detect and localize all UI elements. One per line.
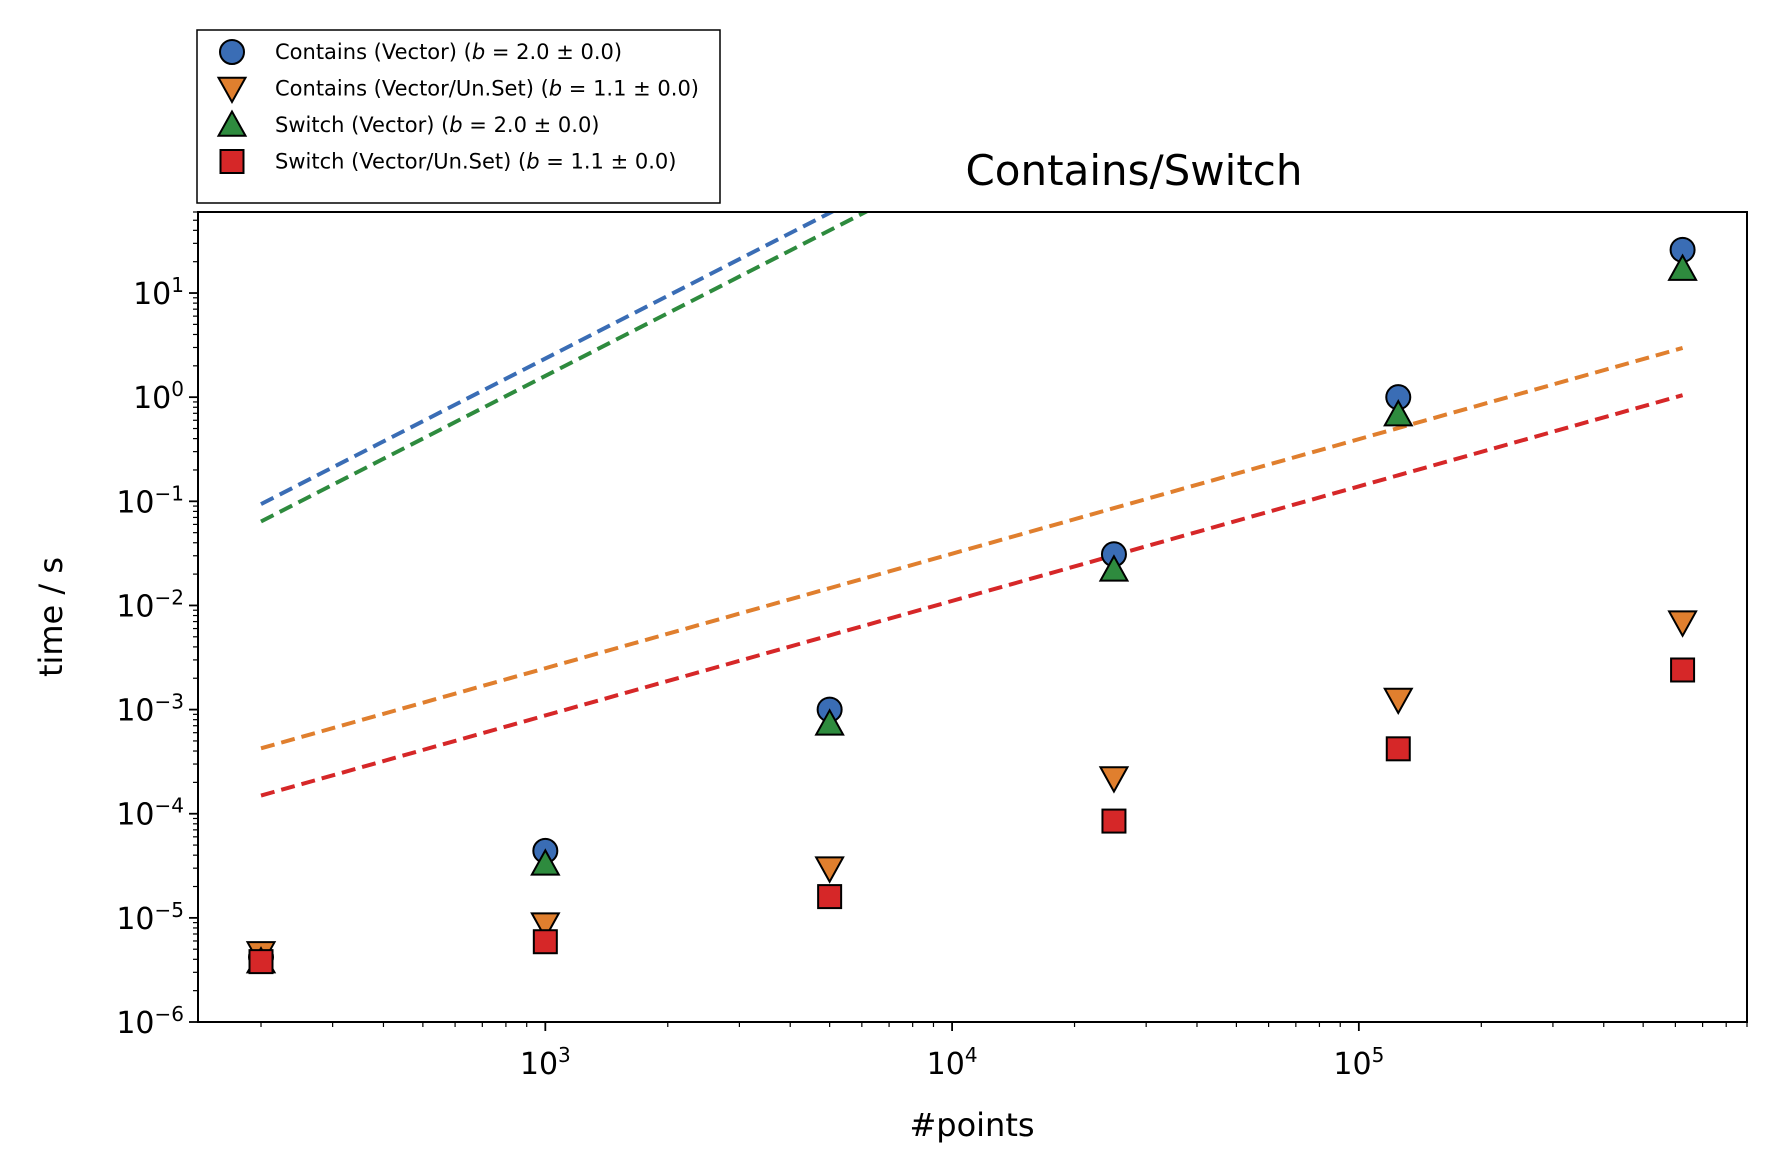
data-point-series-2 [1667, 610, 1698, 638]
legend-label-4: Switch (Vector/Un.Set) (b = 1.1 ± 0.0) [275, 150, 676, 174]
data-point-series-3 [814, 708, 845, 736]
data-point-series-4 [817, 884, 843, 910]
x-axis-label: #points [909, 1106, 1034, 1144]
data-point-series-3 [530, 848, 561, 876]
data-point-series-2 [1098, 766, 1130, 794]
fit-line-series-4 [260, 393, 1684, 798]
x-tick-label: 105 [1333, 1043, 1384, 1082]
data-markers [245, 236, 1698, 975]
legend-marker-1 [219, 39, 245, 65]
y-tick-label: 101 [133, 273, 184, 312]
data-point-series-2 [1383, 687, 1414, 716]
y-tick-label: 10−6 [116, 1002, 184, 1041]
data-point-series-3 [1383, 399, 1414, 427]
y-tick-label: 10−4 [116, 794, 184, 833]
x-tick-label: 103 [520, 1043, 571, 1082]
y-tick-label: 100 [133, 377, 184, 416]
fit-lines [260, 212, 1684, 798]
y-axis: 101 100 10−1 10−2 10−3 10−4 10−5 10−6 [116, 211, 198, 1041]
data-point-series-4 [532, 929, 558, 955]
x-axis: 103 104 105 [260, 1022, 1748, 1082]
y-tick-label: 10−2 [116, 585, 184, 624]
x-tick-label: 104 [927, 1043, 978, 1082]
plot-frame [197, 211, 1748, 1023]
data-point-series-3 [1667, 253, 1698, 281]
legend-frame [196, 29, 721, 204]
legend: Contains (Vector) (b = 2.0 ± 0.0) Contain… [196, 29, 721, 204]
legend-marker-3 [216, 109, 248, 137]
data-point-series-3 [1098, 554, 1130, 582]
data-point-series-4 [1670, 657, 1696, 683]
y-tick-label: 10−3 [116, 690, 184, 729]
y-axis-label: time / s [32, 557, 70, 677]
data-point-series-2 [814, 856, 845, 884]
legend-label-3: Switch (Vector) (b = 2.0 ± 0.0) [275, 113, 600, 137]
legend-marker-4 [219, 149, 245, 174]
data-point-series-4 [1101, 808, 1127, 834]
legend-label-1: Contains (Vector) (b = 2.0 ± 0.0) [275, 40, 622, 64]
data-point-series-4 [1385, 736, 1411, 762]
chart-title: Contains/Switch [965, 146, 1302, 195]
y-tick-label: 10−5 [116, 898, 184, 937]
legend-label-2: Contains (Vector/Un.Set) (b = 1.1 ± 0.0) [275, 77, 699, 101]
y-tick-label: 10−1 [116, 481, 184, 520]
legend-marker-2 [216, 76, 248, 105]
fit-line-series-2 [260, 346, 1684, 751]
data-point-series-2 [530, 912, 561, 940]
data-point-series-4 [248, 949, 274, 975]
